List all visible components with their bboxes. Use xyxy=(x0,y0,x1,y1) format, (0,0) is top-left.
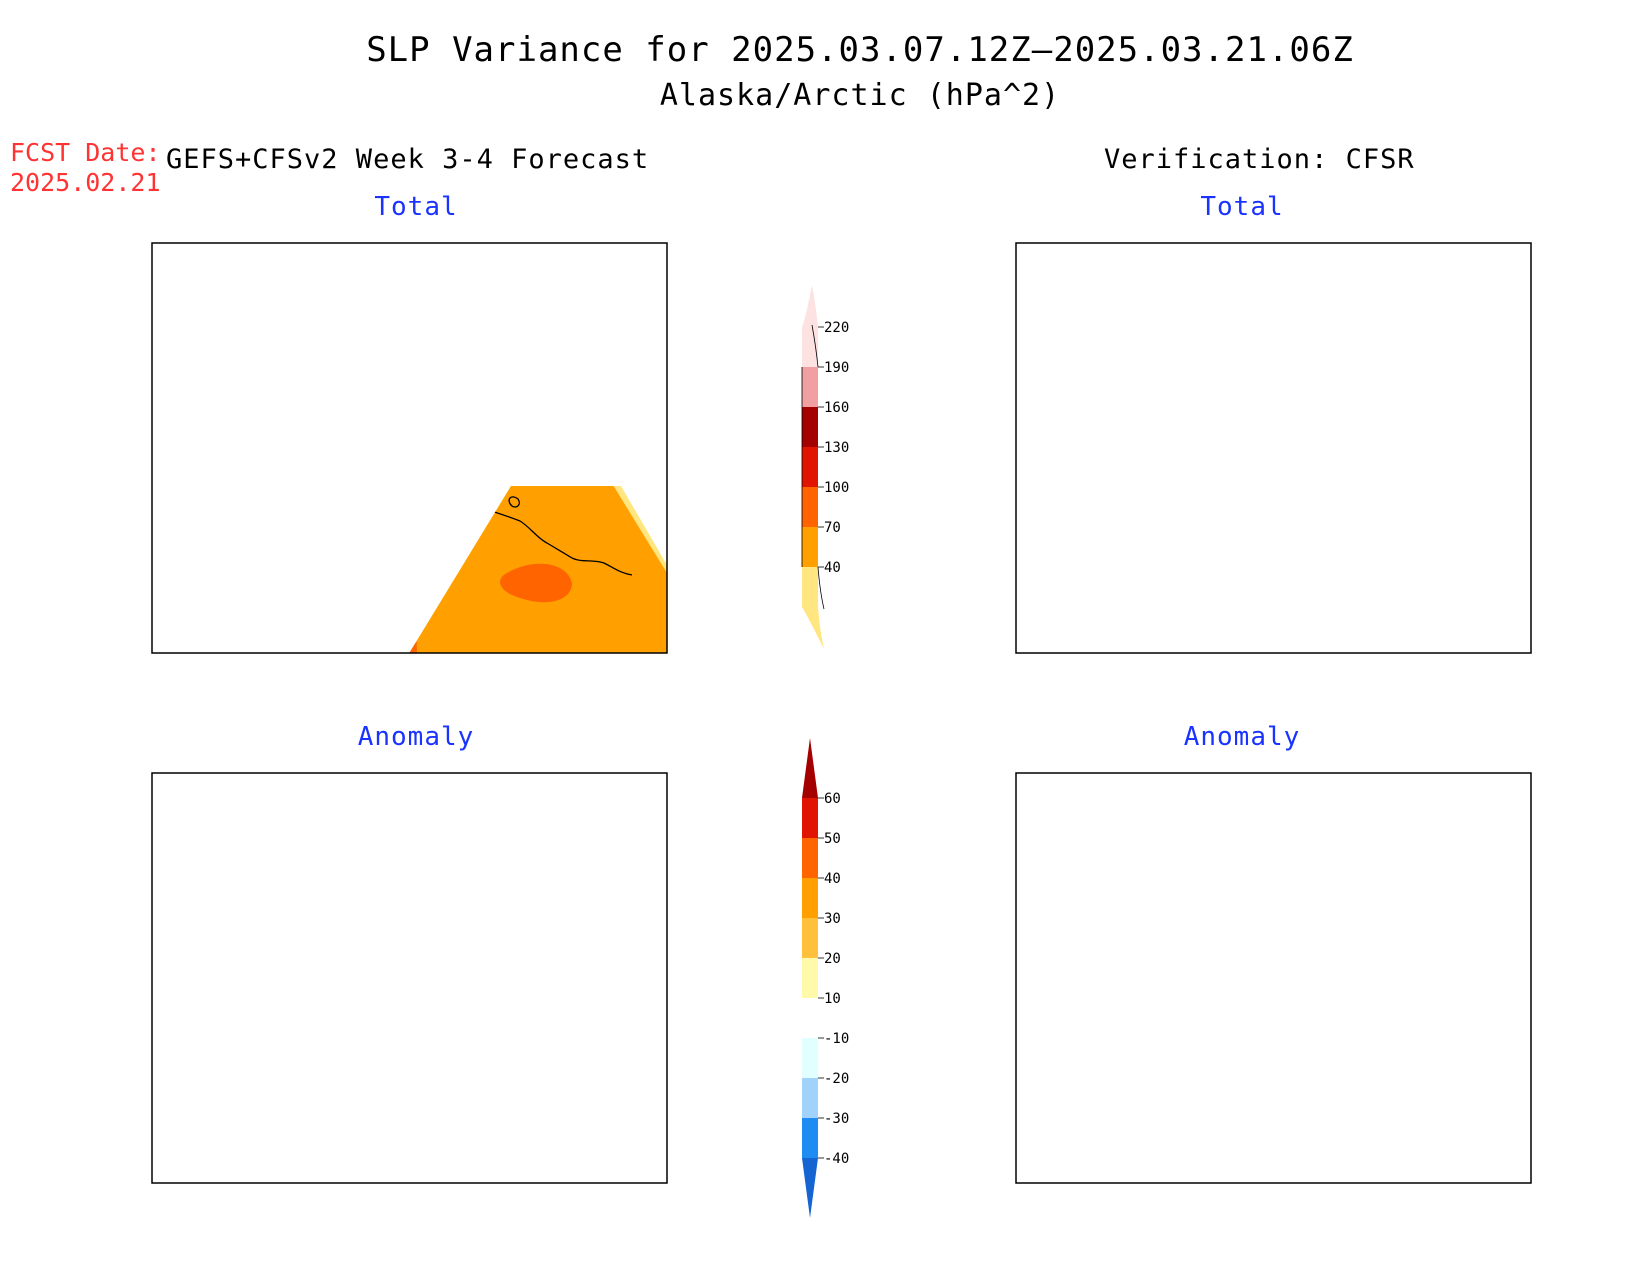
colorbar-anomaly-tick-label: 20 xyxy=(824,951,841,967)
colorbar-anomaly-segment-9 xyxy=(802,798,818,838)
colorbar-anomaly-segment-0 xyxy=(802,1158,818,1218)
colorbar-anomaly-tick-label: 40 xyxy=(824,871,841,887)
colorbar-total-tick-label: 100 xyxy=(824,480,849,496)
colorbar-anomaly-segment-3 xyxy=(802,1038,818,1078)
colorbar-anomaly-tick-label: -40 xyxy=(824,1151,849,1167)
colorbar-anomaly: -40 -30 -20 -10 10 20 30 40 50 60 xyxy=(802,738,849,1218)
map-panel-forecast-total xyxy=(151,242,668,654)
forecast-column-title: GEFS+CFSv2 Week 3-4 Forecast xyxy=(166,144,650,175)
colorbar-anomaly-segment-1 xyxy=(802,1118,818,1158)
colorbar-anomaly-tick-label: 60 xyxy=(824,791,841,807)
colorbar-total-tick-label: 160 xyxy=(824,400,849,416)
colorbar-total-tick-label: 220 xyxy=(824,320,849,336)
colorbar-anomaly-tick-label: 10 xyxy=(824,991,841,1007)
panel-title-fcst-total: Total xyxy=(374,192,458,222)
colorbar-anomaly-segment-6 xyxy=(802,918,818,958)
colorbar-total-tick-label: 190 xyxy=(824,360,849,376)
fcst-date: FCST Date: 2025.02.21 xyxy=(10,138,161,198)
panel-title-fcst-anomaly: Anomaly xyxy=(357,722,475,752)
panel-title-verif-anomaly: Anomaly xyxy=(1183,722,1301,752)
map-panel-verification-total xyxy=(1015,242,1532,654)
colorbar-total-segment-1 xyxy=(802,527,818,567)
map-panel-forecast-anomaly xyxy=(151,772,668,1184)
colorbar-total-tick-label: 40 xyxy=(824,560,841,576)
colorbar-anomaly-segment-2 xyxy=(802,1078,818,1118)
verification-column-title: Verification: CFSR xyxy=(1104,144,1415,175)
colorbar-anomaly-segment-5 xyxy=(802,958,818,998)
map-panel-verification-anomaly xyxy=(1015,772,1532,1184)
colorbar-total-tick-label: 70 xyxy=(824,520,841,536)
colorbar-anomaly-tick-label: 50 xyxy=(824,831,841,847)
colorbar-anomaly-tick-label: -30 xyxy=(824,1111,849,1127)
colorbar-anomaly-tick-label: 30 xyxy=(824,911,841,927)
colorbar-anomaly-segment-10 xyxy=(802,738,818,798)
panel-title-verif-total: Total xyxy=(1200,192,1284,222)
colorbar-anomaly-segment-7 xyxy=(802,878,818,918)
colorbar-total-segment-2 xyxy=(802,487,818,527)
colorbar-total: 40 70 100 130 160 190 220 xyxy=(801,285,849,649)
colorbar-anomaly-segment-4 xyxy=(802,998,818,1038)
fcst-date-value: 2025.02.21 xyxy=(10,168,161,197)
main-subtitle: Alaska/Arctic (hPa^2) xyxy=(659,78,1061,113)
colorbar-total-segment-6 xyxy=(802,285,818,367)
colorbar-anomaly-tick-label: -10 xyxy=(824,1031,849,1047)
colorbar-total-segment-0 xyxy=(802,567,824,649)
fcst-date-label: FCST Date: xyxy=(10,138,161,167)
colorbar-total-segment-3 xyxy=(802,447,818,487)
main-title: SLP Variance for 2025.03.07.12Z–2025.03.… xyxy=(366,30,1354,70)
colorbar-anomaly-segment-8 xyxy=(802,838,818,878)
colorbar-anomaly-tick-label: -20 xyxy=(824,1071,849,1087)
colorbar-total-segment-4 xyxy=(802,407,818,447)
colorbar-total-tick-label: 130 xyxy=(824,440,849,456)
colorbar-total-segment-5 xyxy=(802,367,818,407)
